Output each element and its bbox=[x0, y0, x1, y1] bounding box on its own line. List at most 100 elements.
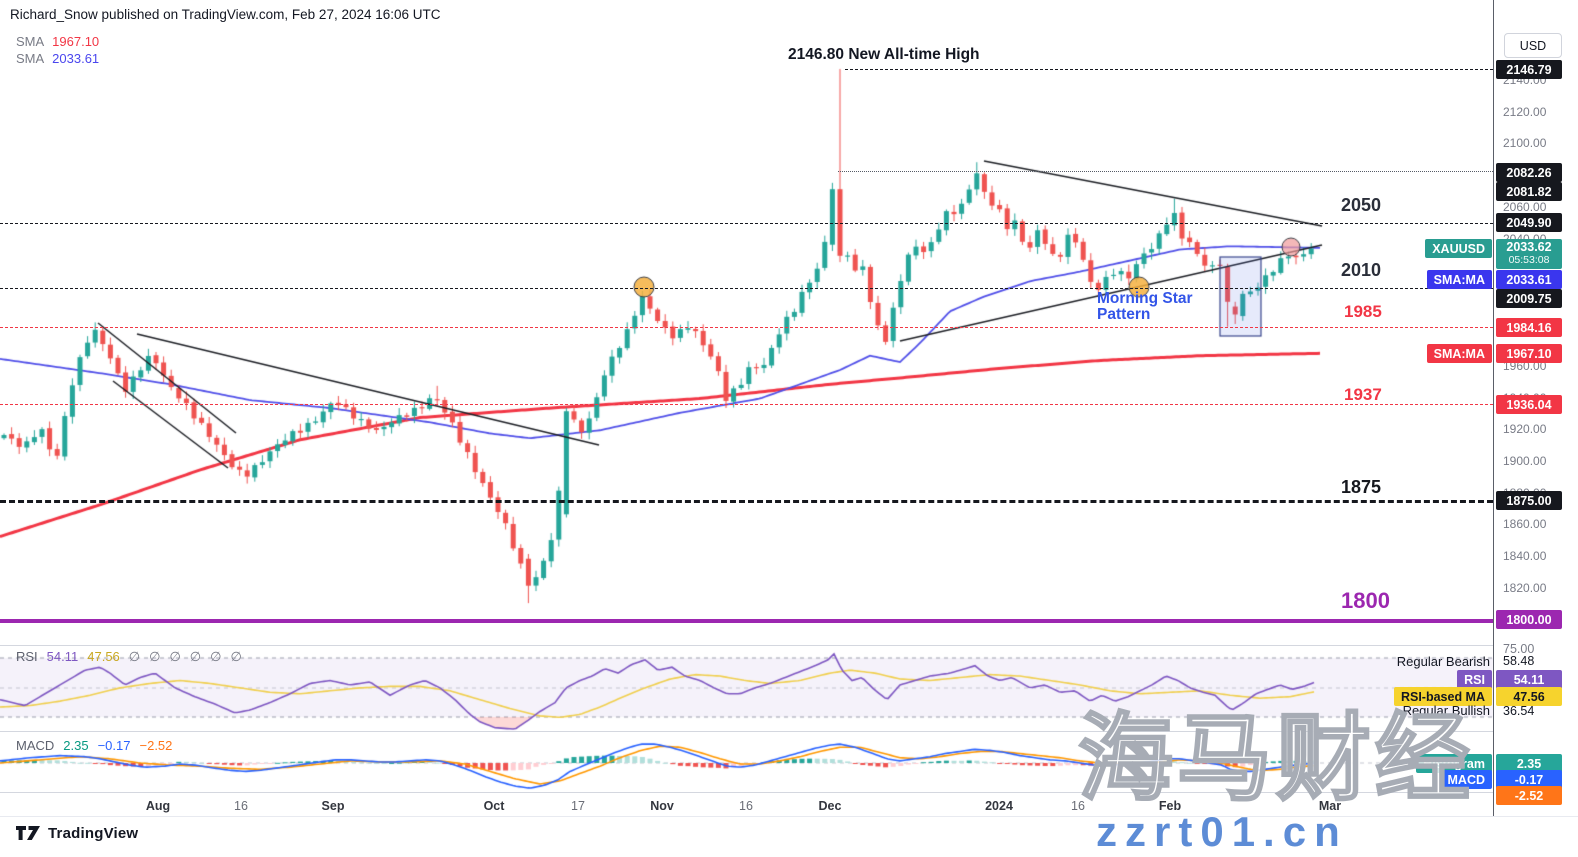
indicator-value-2.35: 2.35 bbox=[1496, 754, 1562, 773]
sma-legend-row-slow[interactable]: SMA 2033.61 bbox=[16, 51, 99, 68]
publish-byline: Richard_Snow published on TradingView.co… bbox=[10, 7, 441, 22]
price-label-1984.16: 1984.16 bbox=[1496, 318, 1562, 337]
time-label-Oct[interactable]: Oct bbox=[483, 799, 505, 813]
sma-fast-value: 1967.10 bbox=[52, 34, 100, 49]
level-line-sup-1800.00[interactable] bbox=[0, 619, 1493, 623]
legend-item: ∅ bbox=[210, 649, 222, 664]
price-label-1800.00: 1800.00 bbox=[1496, 610, 1562, 629]
ath-annotation: 2146.80 New All-time High bbox=[788, 46, 980, 63]
legend-item: 2.35 bbox=[63, 738, 89, 753]
indicator-value-58.48: 58.48 bbox=[1503, 654, 1535, 668]
time-label-Dec[interactable]: Dec bbox=[818, 799, 842, 813]
level-line-ath-2146.79[interactable] bbox=[845, 69, 1493, 70]
price-label-2009.75: 2009.75 bbox=[1496, 289, 1562, 308]
tradingview-logo-icon bbox=[16, 826, 40, 840]
legend-item: −0.17 bbox=[97, 738, 131, 753]
axis-tick-1920.00: 1920.00 bbox=[1503, 422, 1547, 436]
legend-item: 54.11 bbox=[46, 649, 79, 664]
indicator-name-Regular-Bearish: Regular Bearish bbox=[1396, 654, 1490, 669]
legend-item: ∅ bbox=[128, 649, 141, 664]
level-label-1937: 1937 bbox=[1344, 385, 1382, 404]
indicator-chip-RSI[interactable]: RSI bbox=[1457, 670, 1492, 689]
indicator-value-75.00: 75.00 bbox=[1503, 642, 1535, 656]
price-label-2081.82: 2081.82 bbox=[1496, 182, 1562, 201]
legend-item: −2.52 bbox=[139, 738, 173, 753]
price-label-1936.04: 1936.04 bbox=[1496, 395, 1562, 414]
legend-item: ∅ bbox=[169, 649, 181, 664]
time-label-Mar[interactable]: Mar bbox=[1318, 799, 1342, 813]
tradingview-brand[interactable]: TradingView bbox=[16, 825, 138, 842]
morning-star-annotation: Morning Star Pattern bbox=[1097, 290, 1193, 323]
legend-item: ∅ bbox=[230, 649, 242, 664]
watermark-url: zzrt01.cn bbox=[1096, 808, 1348, 855]
time-label-Feb[interactable]: Feb bbox=[1158, 799, 1182, 813]
price-label-1875.00: 1875.00 bbox=[1496, 491, 1562, 510]
legend-item: RSI bbox=[16, 649, 38, 664]
axis-tick-2100.00: 2100.00 bbox=[1503, 136, 1547, 150]
legend-item: ∅ bbox=[189, 649, 202, 664]
price-label-2049.90: 2049.90 bbox=[1496, 213, 1562, 232]
legend-item: MACD bbox=[16, 738, 55, 753]
level-label-1800: 1800 bbox=[1341, 588, 1390, 613]
sma-slow-value: 2033.61 bbox=[52, 51, 100, 66]
macd-legend[interactable]: MACD 2.35 −0.17 −2.52 bbox=[16, 738, 172, 753]
axis-tick-1900.00: 1900.00 bbox=[1503, 454, 1547, 468]
axis-tick-2120.00: 2120.00 bbox=[1503, 105, 1547, 119]
price-label-2033.62: 2033.62 05:53:08 bbox=[1496, 239, 1562, 269]
price-label-1967.10: 1967.10 bbox=[1496, 344, 1562, 363]
level-line-sup-1984.16[interactable] bbox=[0, 327, 1493, 328]
time-label-2024[interactable]: 2024 bbox=[985, 799, 1013, 813]
level-line-sup-1875.00[interactable] bbox=[0, 500, 1493, 503]
rsi-legend[interactable]: RSI 54.11 47.56 ∅ ∅ ∅ ∅ ∅ ∅ bbox=[16, 649, 242, 665]
level-label-1985: 1985 bbox=[1344, 302, 1382, 321]
sma-label: SMA bbox=[16, 34, 45, 49]
tradingview-brand-text: TradingView bbox=[48, 825, 139, 842]
price-label-2146.79: 2146.79 bbox=[1496, 60, 1562, 79]
indicator-value-54.11: 54.11 bbox=[1496, 670, 1562, 689]
time-label-16[interactable]: 16 bbox=[1071, 799, 1085, 813]
price-label-2033.61: 2033.61 bbox=[1496, 270, 1562, 289]
indicator-value-36.54: 36.54 bbox=[1503, 704, 1535, 718]
axis-tick-1820.00: 1820.00 bbox=[1503, 581, 1547, 595]
level-line-dotted-2081.82[interactable] bbox=[838, 171, 1493, 172]
legend-item: ∅ bbox=[149, 649, 161, 664]
indicator-chip-Histogram[interactable]: Histogram bbox=[1416, 754, 1492, 773]
time-label-16[interactable]: 16 bbox=[739, 799, 753, 813]
time-label-Nov[interactable]: Nov bbox=[650, 799, 674, 813]
axis-tick-1840.00: 1840.00 bbox=[1503, 549, 1547, 563]
level-label-1875: 1875 bbox=[1341, 477, 1382, 497]
indicator-value--2.52: -2.52 bbox=[1496, 786, 1562, 805]
currency-toggle-button[interactable]: USD bbox=[1504, 33, 1562, 58]
series-chip-SMA:MA[interactable]: SMA:MA bbox=[1426, 270, 1492, 289]
indicator-chip-RSI-based-MA[interactable]: RSI-based MA bbox=[1393, 687, 1492, 706]
axis-tick-1860.00: 1860.00 bbox=[1503, 517, 1547, 531]
time-axis-divider bbox=[0, 816, 1578, 817]
time-label-16[interactable]: 16 bbox=[234, 799, 248, 813]
indicator-name-Regular-Bullish: Regular Bullish bbox=[1402, 703, 1490, 718]
sma-legend-row-fast[interactable]: SMA 1967.10 bbox=[16, 34, 99, 51]
level-label-2050: 2050 bbox=[1341, 195, 1382, 215]
level-line-res-2009.75[interactable] bbox=[0, 288, 1493, 289]
legend-item: 47.56 bbox=[87, 649, 120, 664]
rsi-panel-bottom-divider[interactable] bbox=[0, 731, 1578, 732]
price-label-2082.26: 2082.26 bbox=[1496, 163, 1562, 182]
axis-tick-2060.00: 2060.00 bbox=[1503, 200, 1547, 214]
rsi-panel-divider[interactable] bbox=[0, 645, 1578, 646]
series-chip-XAUUSD[interactable]: XAUUSD bbox=[1425, 239, 1492, 258]
sma-label: SMA bbox=[16, 51, 45, 66]
time-label-17[interactable]: 17 bbox=[571, 799, 585, 813]
watermark-cjk: 海马财经 bbox=[1077, 706, 1475, 812]
macd-panel-bottom-divider[interactable] bbox=[0, 792, 1578, 793]
time-label-Aug[interactable]: Aug bbox=[145, 799, 171, 813]
series-chip-SMA:MA[interactable]: SMA:MA bbox=[1426, 344, 1492, 363]
sma-legend[interactable]: SMA 1967.10 SMA 2033.61 bbox=[16, 34, 99, 68]
indicator-chip-MACD[interactable]: MACD bbox=[1440, 770, 1492, 789]
level-label-2010: 2010 bbox=[1341, 260, 1382, 280]
time-label-Sep[interactable]: Sep bbox=[321, 799, 345, 813]
indicator-value--0.17: -0.17 bbox=[1496, 770, 1562, 789]
indicator-value-47.56: 47.56 bbox=[1496, 687, 1562, 706]
level-line-res-2049.90[interactable] bbox=[0, 223, 1493, 224]
level-line-sup-1936.04[interactable] bbox=[0, 404, 1493, 405]
